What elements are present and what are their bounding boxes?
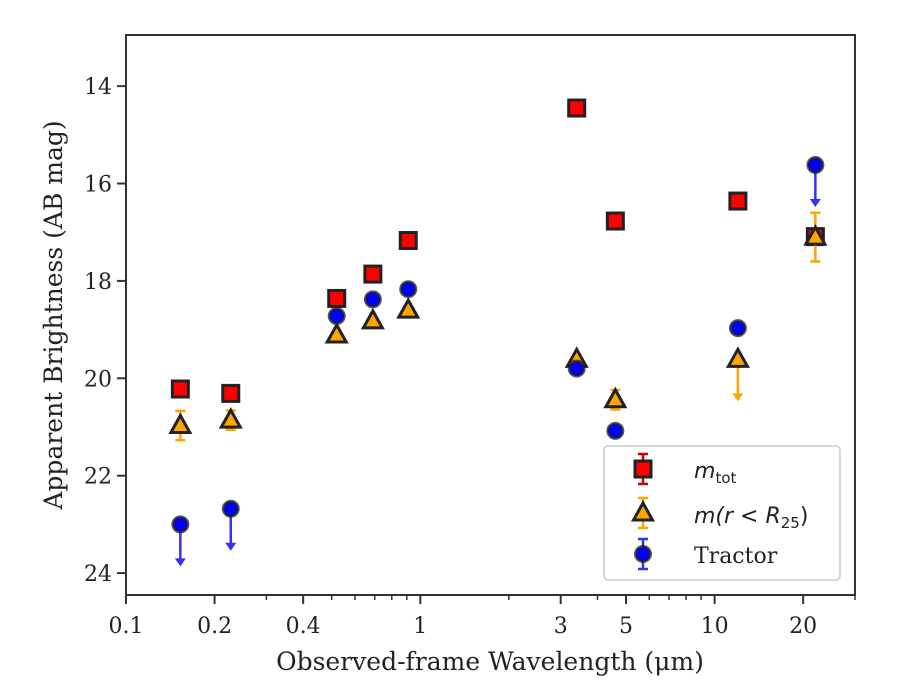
x-tick-label: 0.4 [286, 614, 321, 639]
legend-mtot-main: m [694, 459, 715, 484]
point-mtot [567, 98, 587, 118]
point-tractor [728, 319, 747, 338]
point-m-r25 [168, 412, 193, 435]
point-tractor [606, 421, 625, 440]
point-tractor [171, 515, 190, 534]
y-tick-label: 20 [84, 367, 112, 392]
point-mtot [327, 288, 347, 308]
point-m-r25 [218, 407, 243, 429]
point-mtot [363, 264, 383, 284]
point-mtot [398, 230, 418, 250]
point-mtot [728, 191, 748, 211]
point-m-r25 [324, 321, 349, 344]
point-mtot [221, 383, 241, 403]
y-tick-label: 18 [84, 270, 112, 295]
series-m-r25 [168, 211, 828, 442]
legend-marker-mtot [633, 459, 653, 479]
legend-mr-close: ) [800, 504, 809, 529]
x-tick-label: 20 [789, 614, 817, 639]
x-tick-label: 10 [701, 614, 729, 639]
legend-label-m-r25: m(r < R25) [694, 504, 808, 532]
x-tick-label: 5 [619, 614, 633, 639]
x-axis-ticks: 0.1 0.2 0.4 1 3 5 10 20 [109, 595, 817, 639]
x-minor-ticks [265, 595, 856, 600]
y-tick-label: 22 [84, 465, 112, 490]
point-m-r25 [803, 224, 828, 246]
point-m-r25 [603, 386, 628, 409]
point-m-r25 [396, 297, 421, 319]
x-axis-label: Observed-frame Wavelength (μm) [276, 647, 704, 676]
y-tick-label: 16 [84, 173, 112, 198]
point-mtot [170, 379, 190, 399]
legend-label-mtot: mtot [694, 459, 736, 487]
legend-label-tractor: Tractor [694, 544, 778, 569]
y-axis-ticks: 14 16 18 20 22 24 [84, 75, 126, 587]
x-tick-label: 3 [554, 614, 568, 639]
y-axis-label: Apparent Brightness (AB mag) [39, 120, 68, 510]
legend-marker-m-r25 [630, 499, 656, 522]
upper-limit-arrow-head [174, 558, 186, 567]
y-tick-label: 24 [84, 562, 112, 587]
point-tractor [363, 290, 382, 309]
point-m-r25 [725, 346, 750, 368]
point-mtot [605, 211, 625, 231]
point-tractor [806, 156, 825, 175]
x-tick-label: 0.1 [109, 614, 144, 639]
y-tick-label: 14 [84, 75, 112, 100]
point-m-r25 [360, 307, 385, 330]
legend-marker-tractor [634, 545, 652, 563]
point-tractor [327, 306, 346, 325]
legend-markers [630, 452, 656, 571]
upper-limit-arrow-head [809, 199, 821, 208]
legend: mtot m(r < R25) Tractor [603, 445, 841, 581]
legend-mtot-sub: tot [715, 469, 736, 487]
legend-mr-sub: 25 [781, 514, 800, 532]
x-tick-label: 0.2 [197, 614, 232, 639]
legend-box [603, 445, 841, 581]
point-tractor [221, 499, 240, 518]
point-tractor [567, 359, 586, 378]
point-tractor [399, 280, 418, 299]
data-marks [168, 98, 828, 567]
upper-limit-arrow-head [225, 542, 237, 551]
upper-limit-arrow-head [732, 393, 744, 402]
x-tick-label: 1 [413, 614, 427, 639]
series-tractor [171, 156, 825, 567]
legend-mr-main: m(r < R [694, 504, 781, 529]
